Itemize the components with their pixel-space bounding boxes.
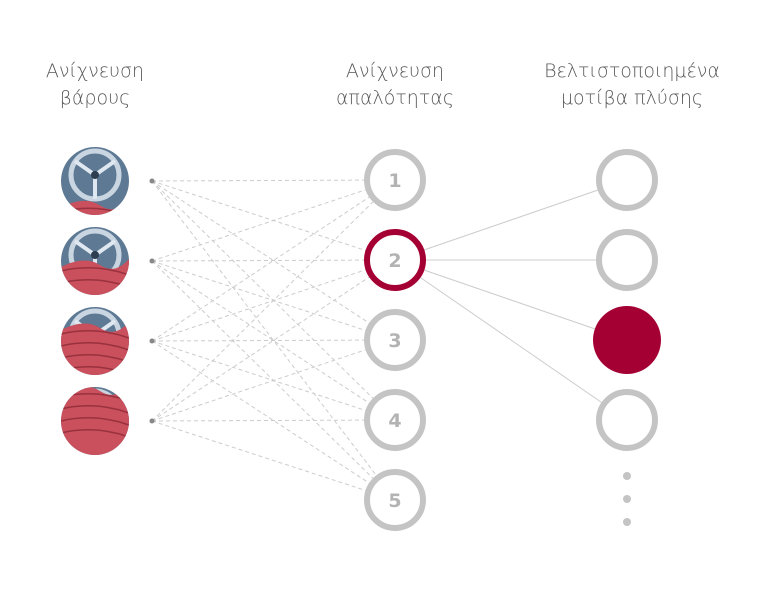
drum-hub	[91, 251, 99, 259]
connection-line	[151, 340, 366, 411]
fabric-fold	[61, 417, 129, 426]
connection-line	[151, 201, 374, 422]
load-image-4	[61, 387, 129, 455]
connection-line	[151, 259, 365, 262]
softness-node-4	[364, 389, 426, 451]
header-softness-detection: Ανίχνευση απαλότητας	[320, 58, 470, 112]
connection-line	[151, 419, 365, 422]
fabric-fold	[61, 429, 129, 438]
drum-hub	[91, 171, 99, 179]
connection-line	[151, 420, 366, 491]
connection-line	[151, 260, 374, 479]
load-image-2	[61, 227, 129, 295]
header-line: Βελτιστοποιημένα	[544, 60, 720, 82]
more-dot-icon	[623, 472, 631, 480]
softness-node-5	[364, 469, 426, 531]
fabric-fold	[61, 267, 129, 276]
fabric-fold	[61, 405, 129, 414]
node-dot	[149, 338, 155, 344]
softness-node-2	[364, 229, 426, 291]
connection-line	[151, 180, 377, 476]
header-weight-detection: Ανίχνευση βάρους	[25, 58, 165, 112]
pattern-connection-line	[420, 277, 602, 403]
connection-line	[151, 340, 370, 484]
pattern-node	[596, 149, 658, 211]
header-line: Ανίχνευση	[45, 60, 145, 82]
header-line: Ανίχνευση	[345, 60, 445, 82]
connection-line	[151, 180, 374, 399]
pattern-node	[596, 389, 658, 451]
fabric-fold	[61, 354, 129, 363]
softness-node-label: 1	[388, 170, 401, 192]
header-line: απαλότητας	[336, 87, 454, 109]
connection-line	[151, 189, 366, 262]
load-image-3	[61, 307, 129, 375]
fabric-fold	[61, 330, 129, 339]
softness-node-label: 2	[388, 250, 401, 272]
connection-line	[151, 339, 365, 342]
softness-node-3	[364, 309, 426, 371]
connection-line	[151, 269, 366, 342]
node-dot	[149, 178, 155, 184]
connection-line	[151, 260, 370, 404]
more-dot-icon	[623, 495, 631, 503]
header-line: μοτίβα πλύσης	[560, 87, 704, 109]
pattern-connection-line	[424, 189, 598, 251]
pattern-node	[596, 229, 658, 291]
connection-line	[151, 349, 366, 422]
header-line: βάρους	[59, 87, 131, 109]
pattern-node-selected	[593, 306, 661, 374]
softness-node-label: 4	[388, 410, 401, 432]
node-dot	[149, 258, 155, 264]
connection-line	[151, 180, 370, 324]
connection-line	[151, 180, 366, 251]
more-dot-icon	[623, 518, 631, 526]
fabric	[61, 322, 129, 375]
pattern-connection-line	[424, 269, 598, 331]
connection-line	[151, 179, 365, 182]
softness-node-1	[364, 149, 426, 211]
softness-node-label: 3	[388, 330, 401, 352]
connection-line	[151, 260, 366, 331]
fabric-fold	[61, 342, 129, 351]
fabric	[61, 387, 129, 455]
softness-node-label: 5	[388, 490, 401, 512]
connection-line	[151, 276, 370, 422]
load-image-1	[61, 147, 129, 215]
connection-line	[151, 196, 370, 342]
node-dot	[149, 418, 155, 424]
header-optimized-patterns: Βελτιστοποιημένα μοτίβα πλύσης	[527, 58, 737, 112]
